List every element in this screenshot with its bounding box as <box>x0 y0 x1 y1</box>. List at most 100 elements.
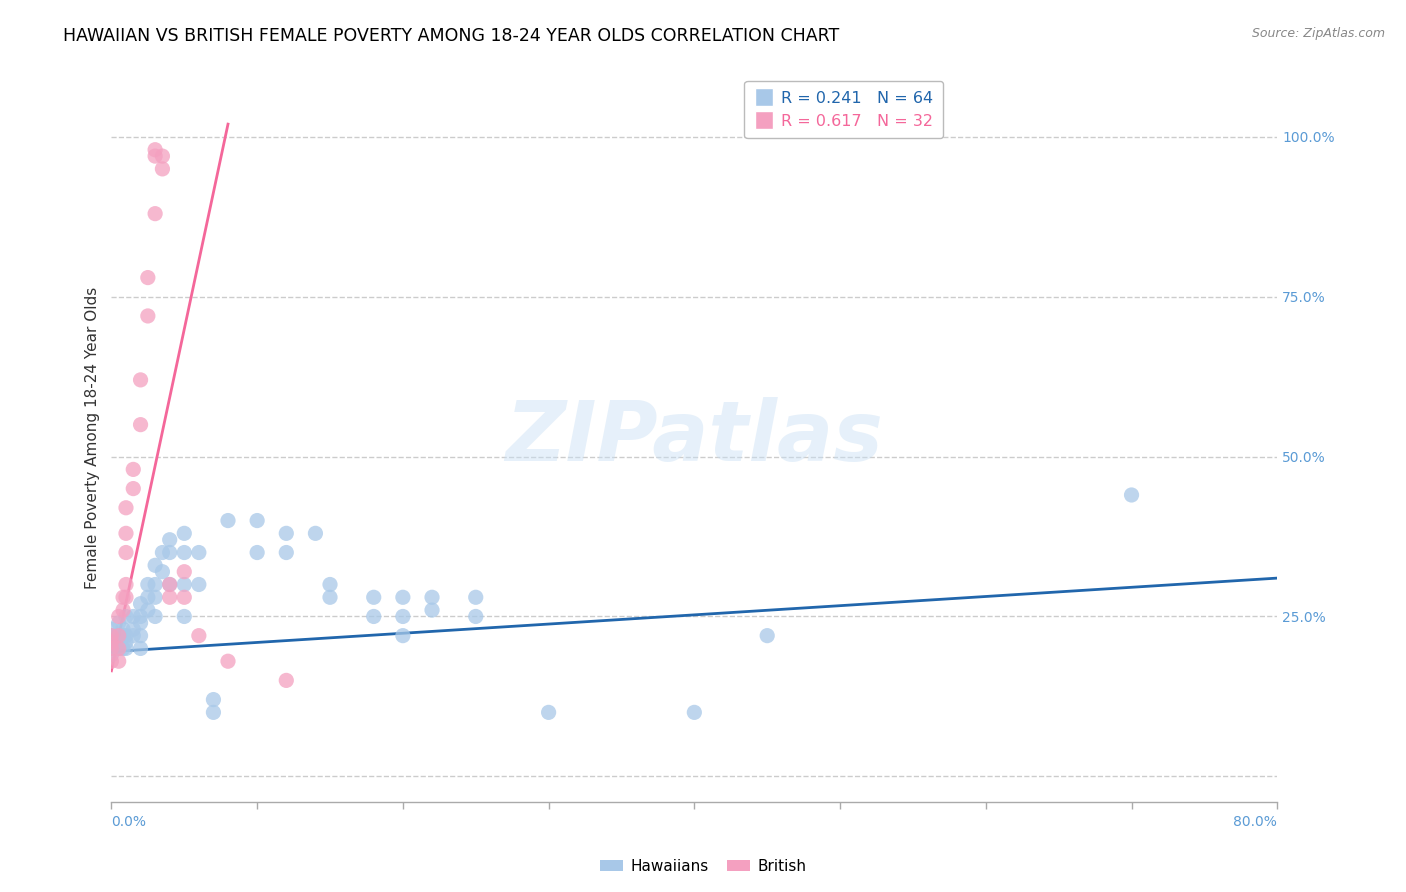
Point <box>420 603 443 617</box>
Point <box>276 545 298 559</box>
Point <box>129 597 152 611</box>
Point <box>112 591 135 605</box>
Text: Source: ZipAtlas.com: Source: ZipAtlas.com <box>1251 27 1385 40</box>
Point <box>537 706 560 720</box>
Point <box>107 654 129 668</box>
Point <box>100 629 122 643</box>
Point <box>122 482 145 496</box>
Point <box>122 629 145 643</box>
Point <box>187 629 209 643</box>
Point <box>304 526 326 541</box>
Point <box>173 526 195 541</box>
Point <box>107 635 129 649</box>
Point <box>159 545 181 559</box>
Point <box>100 629 122 643</box>
Point <box>363 609 385 624</box>
Point <box>129 629 152 643</box>
Point <box>100 641 122 656</box>
Point <box>129 615 152 630</box>
Point <box>756 629 779 643</box>
Point <box>276 673 298 688</box>
Point <box>107 629 129 643</box>
Point <box>319 577 342 591</box>
Point <box>136 270 159 285</box>
Point <box>122 609 145 624</box>
Point <box>100 622 122 636</box>
Text: HAWAIIAN VS BRITISH FEMALE POVERTY AMONG 18-24 YEAR OLDS CORRELATION CHART: HAWAIIAN VS BRITISH FEMALE POVERTY AMONG… <box>63 27 839 45</box>
Point <box>143 207 166 221</box>
Text: 80.0%: 80.0% <box>1233 814 1277 829</box>
Point <box>217 514 239 528</box>
Point <box>246 514 269 528</box>
Point <box>187 577 209 591</box>
Point <box>392 629 415 643</box>
Point <box>143 143 166 157</box>
Point <box>152 149 174 163</box>
Point <box>173 545 195 559</box>
Point <box>115 500 138 515</box>
Point <box>115 635 138 649</box>
Point <box>159 591 181 605</box>
Point <box>202 706 225 720</box>
Point <box>173 565 195 579</box>
Point <box>202 692 225 706</box>
Point <box>159 577 181 591</box>
Point <box>115 577 138 591</box>
Point <box>107 615 129 630</box>
Point <box>115 629 138 643</box>
Text: 0.0%: 0.0% <box>111 814 146 829</box>
Point <box>683 706 706 720</box>
Point <box>143 149 166 163</box>
Point <box>100 641 122 656</box>
Point <box>129 373 152 387</box>
Point <box>363 591 385 605</box>
Legend: Hawaiians, British: Hawaiians, British <box>593 853 813 880</box>
Point <box>392 591 415 605</box>
Point <box>464 591 486 605</box>
Point <box>115 591 138 605</box>
Point <box>136 309 159 323</box>
Point <box>112 629 135 643</box>
Point <box>100 654 122 668</box>
Point <box>115 526 138 541</box>
Point <box>129 609 152 624</box>
Point <box>217 654 239 668</box>
Point <box>152 565 174 579</box>
Point <box>173 577 195 591</box>
Point <box>143 609 166 624</box>
Point <box>143 577 166 591</box>
Point <box>420 591 443 605</box>
Point <box>100 635 122 649</box>
Point <box>152 161 174 176</box>
Point <box>319 591 342 605</box>
Point <box>173 609 195 624</box>
Point <box>115 545 138 559</box>
Point <box>159 577 181 591</box>
Point <box>276 526 298 541</box>
Point <box>392 609 415 624</box>
Point <box>173 591 195 605</box>
Point <box>107 629 129 643</box>
Point <box>143 591 166 605</box>
Point <box>464 609 486 624</box>
Point <box>129 641 152 656</box>
Point <box>100 635 122 649</box>
Point <box>112 622 135 636</box>
Point <box>187 545 209 559</box>
Point <box>115 609 138 624</box>
Text: ZIPatlas: ZIPatlas <box>505 397 883 478</box>
Point <box>246 545 269 559</box>
Point <box>1121 488 1143 502</box>
Point <box>122 622 145 636</box>
Point <box>136 591 159 605</box>
Point <box>107 641 129 656</box>
Point <box>159 533 181 547</box>
Point <box>107 641 129 656</box>
Legend: R = 0.241   N = 64, R = 0.617   N = 32: R = 0.241 N = 64, R = 0.617 N = 32 <box>744 81 943 138</box>
Point <box>107 609 129 624</box>
Point <box>115 641 138 656</box>
Y-axis label: Female Poverty Among 18-24 Year Olds: Female Poverty Among 18-24 Year Olds <box>86 286 100 589</box>
Point <box>136 577 159 591</box>
Point <box>152 545 174 559</box>
Point <box>112 603 135 617</box>
